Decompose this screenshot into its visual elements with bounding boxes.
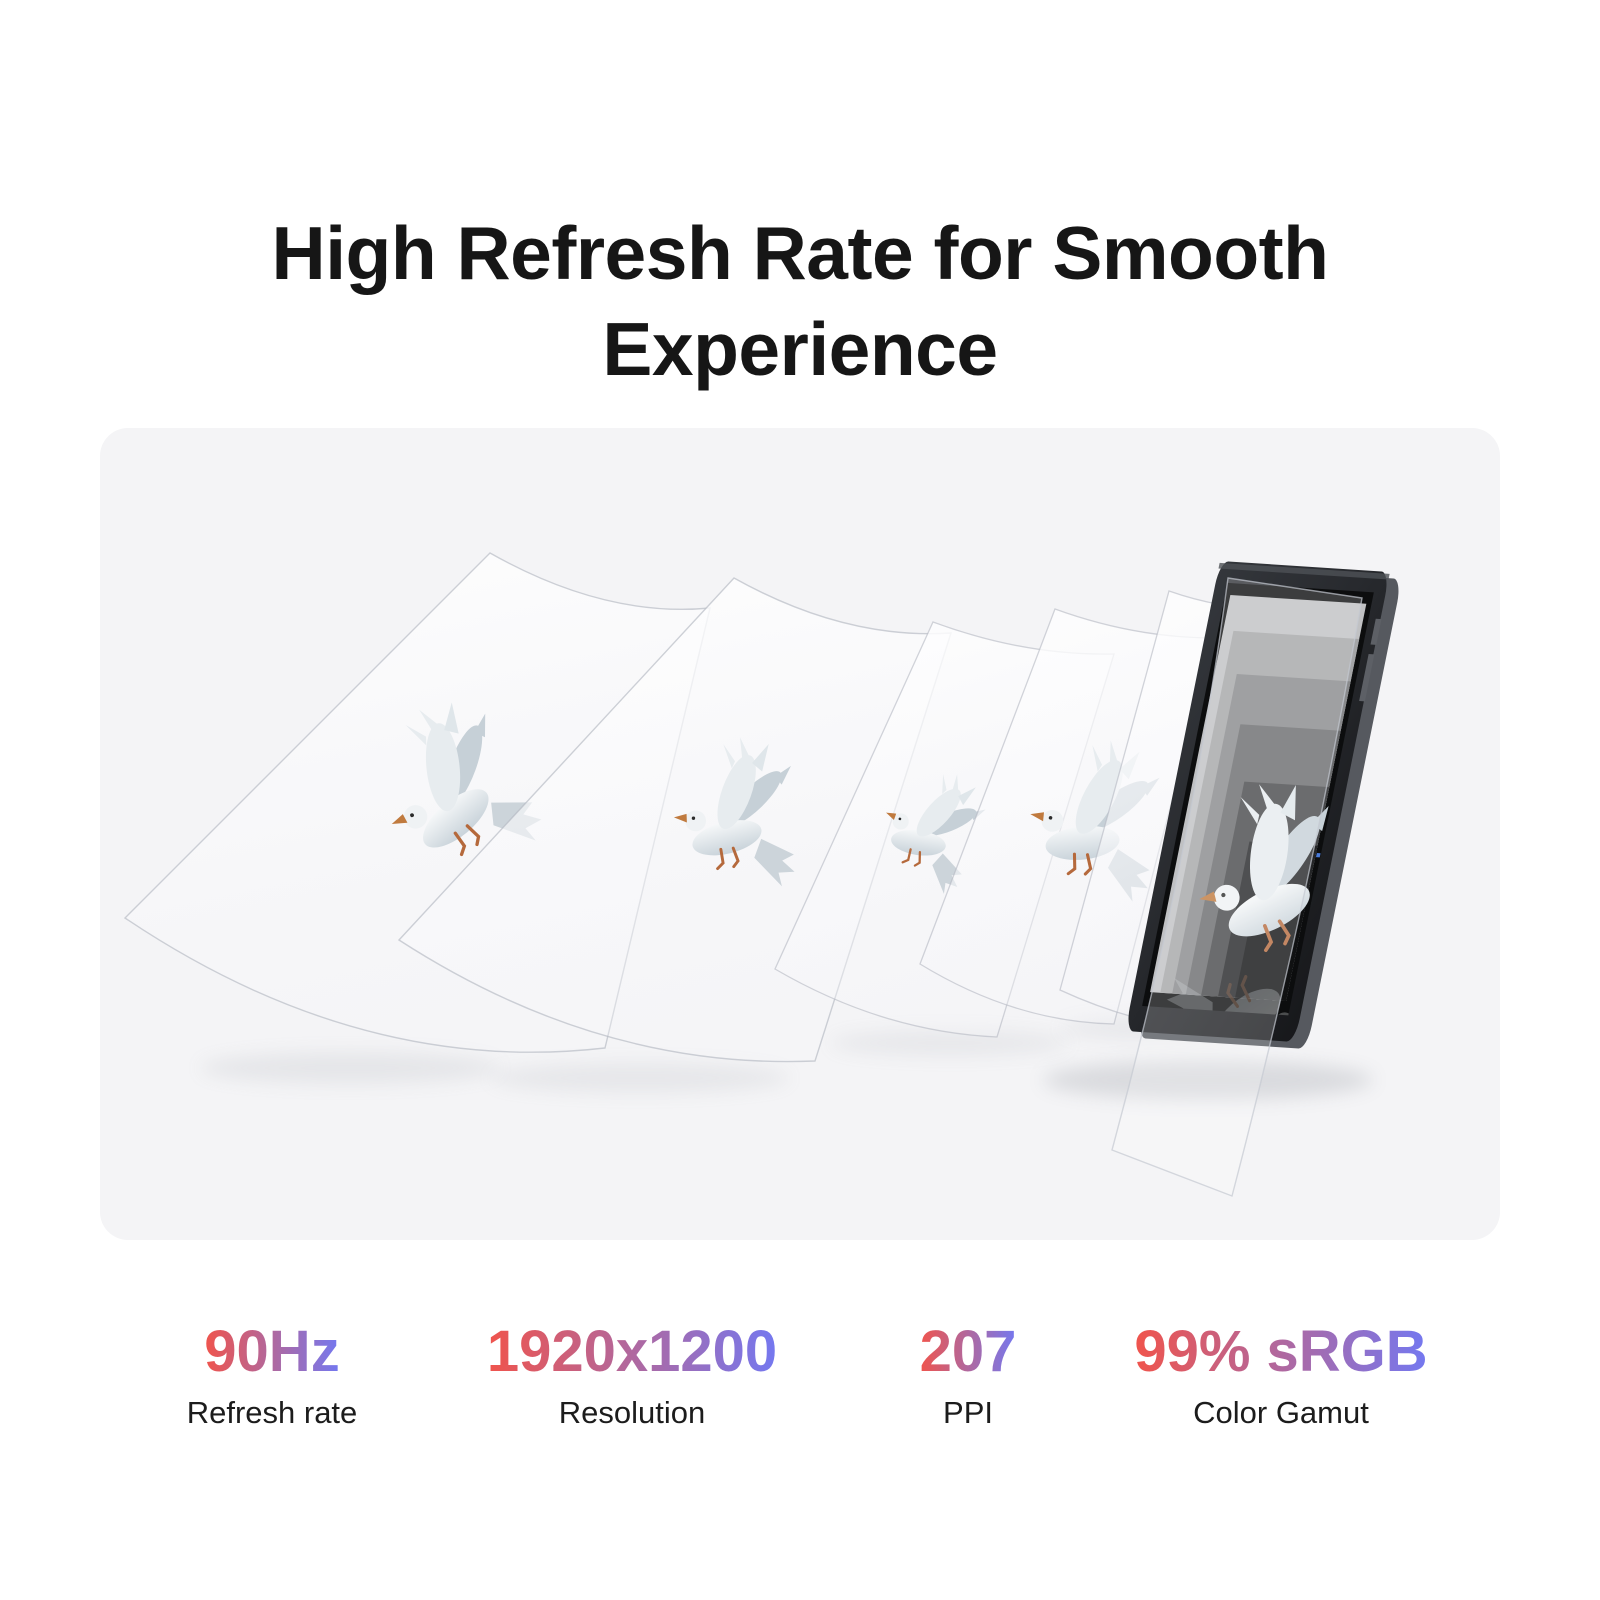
stat-refresh-rate: 90Hz Refresh rate <box>186 1319 358 1431</box>
stat-ppi: 207 PPI <box>919 1319 1017 1431</box>
stat-resolution: 1920x1200 Resolution <box>486 1319 778 1431</box>
stat-label: PPI <box>943 1394 993 1430</box>
stat-label: Resolution <box>558 1394 706 1430</box>
page-title: High Refresh Rate for Smooth Experience <box>271 211 1329 391</box>
volume-button <box>1359 653 1375 702</box>
stat-label: Refresh rate <box>186 1394 358 1430</box>
dove-animation-illustration <box>123 552 1399 1197</box>
power-button <box>1370 618 1382 645</box>
stat-value: 1920x1200 <box>486 1319 778 1384</box>
camera-dot <box>1315 852 1321 858</box>
stat-value: 99% sRGB <box>1134 1319 1428 1384</box>
stat-value: 90Hz <box>204 1319 340 1384</box>
stat-label: Color Gamut <box>1193 1394 1369 1430</box>
stat-color-gamut: 99% sRGB Color Gamut <box>1134 1319 1428 1431</box>
tablet-shadow <box>1043 1060 1373 1100</box>
front-film-frame <box>1111 577 1363 1197</box>
spec-stats-row: 90Hz Refresh rate 1920x1200 Resolution 2… <box>0 1319 1600 1472</box>
stat-value: 207 <box>919 1319 1017 1384</box>
hero-illustration-panel <box>100 428 1500 1240</box>
